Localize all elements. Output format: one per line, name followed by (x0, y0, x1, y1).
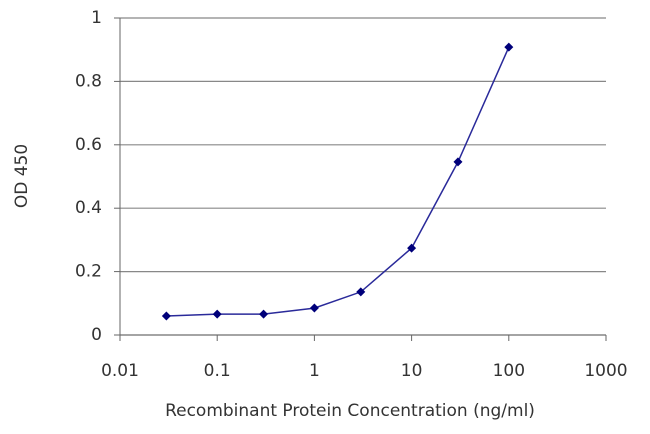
x-tick-label: 1 (309, 361, 320, 381)
y-tick-label: 0.2 (75, 262, 102, 282)
y-axis-label: OD 450 (12, 144, 32, 208)
data-point (161, 311, 171, 321)
data-point (259, 309, 269, 319)
x-axis-label: Recombinant Protein Concentration (ng/ml… (165, 401, 535, 421)
y-tick-label: 0 (91, 325, 102, 345)
x-tick-label: 1000 (584, 361, 627, 381)
data-point (504, 42, 514, 52)
y-tick-label: 1 (91, 8, 102, 28)
data-point (356, 287, 366, 297)
x-tick-label: 0.1 (204, 361, 231, 381)
x-tick-label: 0.01 (101, 361, 139, 381)
data-point (453, 157, 463, 167)
x-tick-label: 100 (493, 361, 525, 381)
y-tick-label: 0.4 (75, 198, 102, 218)
data-point (212, 309, 222, 319)
data-point (309, 303, 319, 313)
x-tick-label: 10 (401, 361, 423, 381)
y-tick-label: 0.8 (75, 71, 102, 91)
data-point (407, 243, 417, 253)
data-line (166, 46, 510, 317)
y-tick-label: 0.6 (75, 135, 102, 155)
